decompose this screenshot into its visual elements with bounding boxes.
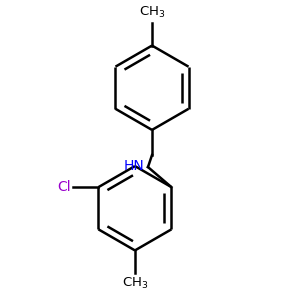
Text: Cl: Cl bbox=[58, 180, 71, 194]
Text: CH$_3$: CH$_3$ bbox=[139, 5, 165, 20]
Text: CH$_3$: CH$_3$ bbox=[122, 275, 148, 291]
Text: HN: HN bbox=[123, 159, 144, 173]
